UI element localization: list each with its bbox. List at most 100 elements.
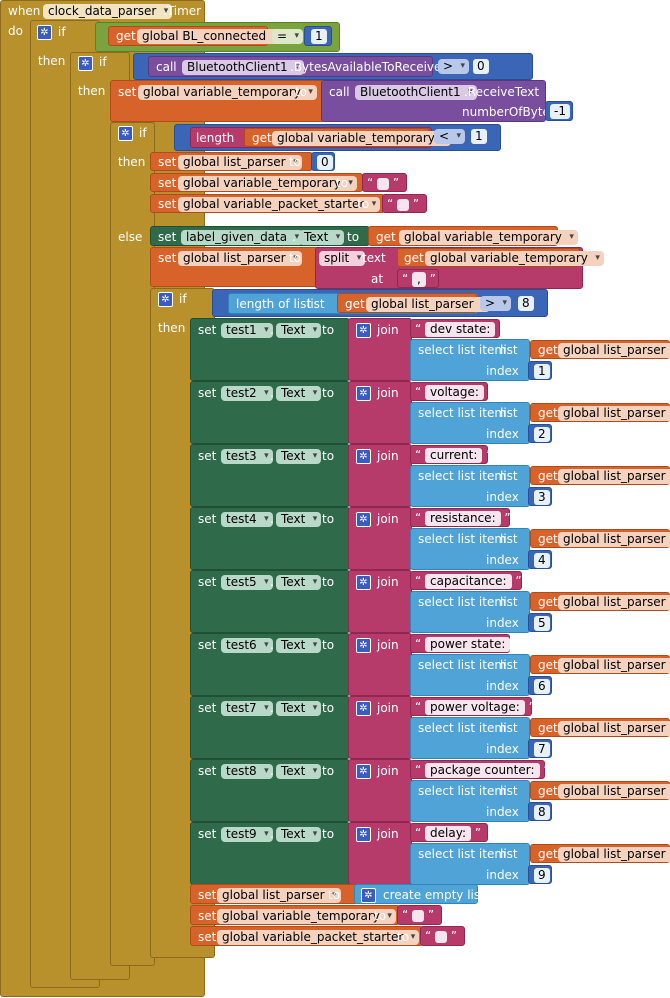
set-block-variable-temporary[interactable]: set global variable_temporary to: [150, 173, 363, 192]
get-block-list-parser[interactable]: get global list_parser: [530, 529, 670, 548]
join-block[interactable]: ✲ join: [348, 381, 412, 444]
label-text-value[interactable]: “ current: ”: [415, 448, 493, 463]
split-dropdown[interactable]: split: [319, 251, 366, 266]
select-list-item-block[interactable]: select list item list index: [410, 402, 530, 444]
text-block-test2[interactable]: “ voltage: ”: [410, 382, 494, 401]
mutator-gear-icon[interactable]: ✲: [356, 386, 371, 401]
index-number-block[interactable]: 1: [528, 361, 552, 380]
property-dropdown[interactable]: Text: [276, 701, 322, 716]
select-list-item-block[interactable]: select list item list index: [410, 654, 530, 696]
number-block[interactable]: -1: [545, 101, 573, 121]
mutator-gear-icon[interactable]: ✲: [158, 292, 173, 307]
property-dropdown[interactable]: Text: [276, 512, 322, 527]
label-text-value[interactable]: “ voltage: ”: [415, 385, 494, 400]
call-block-receive-text[interactable]: call BluetoothClient1 .ReceiveText numbe…: [321, 80, 556, 122]
variable-dropdown[interactable]: global variable_packet_starter: [217, 930, 420, 945]
index-number-block[interactable]: 7: [528, 739, 552, 758]
operator-dropdown[interactable]: >: [480, 296, 512, 311]
index-number-value[interactable]: 6: [534, 679, 550, 694]
index-number-value[interactable]: 4: [534, 553, 550, 568]
join-block[interactable]: ✲ join: [348, 633, 412, 696]
empty-text-value[interactable]: “ ”: [402, 908, 435, 922]
variable-dropdown[interactable]: global list_parser: [217, 888, 341, 903]
index-number-value[interactable]: 9: [534, 868, 550, 883]
variable-dropdown[interactable]: global list_parser: [558, 847, 670, 862]
operator-dropdown[interactable]: >: [438, 59, 470, 74]
mutator-gear-icon[interactable]: ✲: [356, 827, 371, 842]
set-block-list-parser[interactable]: set global list_parser to: [150, 152, 313, 171]
mutator-gear-icon[interactable]: ✲: [356, 512, 371, 527]
variable-dropdown[interactable]: global variable_temporary: [399, 230, 578, 245]
variable-dropdown[interactable]: global variable_temporary: [178, 176, 357, 191]
index-number-block[interactable]: 2: [528, 424, 552, 443]
number-value[interactable]: 1: [471, 129, 487, 144]
component-dropdown-test8[interactable]: test8: [221, 764, 273, 779]
set-block-list-parser-empty[interactable]: set global list_parser to: [190, 884, 358, 904]
set-block-test2[interactable]: set test2 . Text to: [190, 381, 350, 444]
label-text-value[interactable]: “ power voltage: ”: [415, 700, 535, 715]
label-text-value[interactable]: “ package counter: ”: [415, 763, 550, 778]
variable-dropdown[interactable]: global variable_temporary: [272, 131, 451, 146]
join-block[interactable]: ✲ join: [348, 822, 412, 885]
property-dropdown[interactable]: Text: [276, 575, 322, 590]
text-block-test4[interactable]: “ resistance: ”: [410, 508, 511, 527]
operator-dropdown[interactable]: <: [434, 129, 466, 144]
component-dropdown-test9[interactable]: test9: [221, 827, 273, 842]
component-dropdown-bluetooth[interactable]: BluetoothClient1: [355, 85, 477, 100]
set-block-list-parser-split[interactable]: set global list_parser to: [150, 247, 320, 287]
index-number-value[interactable]: 2: [534, 427, 550, 442]
component-dropdown-test7[interactable]: test7: [221, 701, 273, 716]
variable-dropdown[interactable]: global list_parser: [558, 721, 670, 736]
mutator-gear-icon[interactable]: ✲: [356, 701, 371, 716]
separator-text-value[interactable]: “ , ”: [402, 272, 436, 287]
create-empty-list-block[interactable]: ✲ create empty list: [354, 884, 485, 904]
set-block-test3[interactable]: set test3 . Text to: [190, 444, 350, 507]
number-value[interactable]: 0: [317, 155, 333, 170]
mutator-gear-icon[interactable]: ✲: [37, 25, 52, 40]
index-number-block[interactable]: 4: [528, 550, 552, 569]
variable-dropdown[interactable]: global list_parser: [178, 155, 302, 170]
property-dropdown[interactable]: Text: [276, 827, 322, 842]
mutator-gear-icon[interactable]: ✲: [356, 764, 371, 779]
variable-dropdown[interactable]: global list_parser: [558, 469, 670, 484]
set-block-variable-temporary[interactable]: set global variable_temporary to: [110, 80, 325, 122]
label-text-value[interactable]: “ capacitance: ”: [415, 574, 522, 589]
index-number-value[interactable]: 7: [534, 742, 550, 757]
text-block-test6[interactable]: “ power state: ”: [410, 634, 520, 653]
empty-text-value[interactable]: “ ”: [367, 176, 400, 190]
component-dropdown-test6[interactable]: test6: [221, 638, 273, 653]
get-block-list-parser[interactable]: get global list_parser: [530, 403, 670, 422]
call-block-bytes-available[interactable]: call BluetoothClient1 .BytesAvailableToR…: [148, 56, 441, 77]
get-block-list-parser[interactable]: get global list_parser: [530, 718, 670, 737]
text-block-test1[interactable]: “ dev state: ”: [410, 319, 505, 338]
set-block-variable-temporary[interactable]: set global variable_temporary to: [190, 905, 400, 925]
get-block-list-parser[interactable]: get global list_parser: [530, 592, 670, 611]
property-dropdown[interactable]: Text: [276, 386, 322, 401]
index-number-value[interactable]: 5: [534, 616, 550, 631]
component-dropdown-test4[interactable]: test4: [221, 512, 273, 527]
variable-dropdown[interactable]: global list_parser: [178, 251, 302, 266]
label-text-value[interactable]: “ dev state: ”: [415, 322, 506, 337]
number-value[interactable]: -1: [550, 104, 570, 119]
select-list-item-block[interactable]: select list item list index: [410, 717, 530, 759]
index-number-value[interactable]: 3: [534, 490, 550, 505]
if-else-block-length[interactable]: ✲ if then else: [110, 122, 155, 966]
empty-text-block[interactable]: “ ”: [382, 194, 427, 213]
get-block-variable-temporary[interactable]: get global variable_temporary: [368, 226, 578, 246]
select-list-item-block[interactable]: select list item list index: [410, 339, 530, 381]
set-block-test6[interactable]: set test6 . Text to: [190, 633, 350, 696]
mutator-gear-icon[interactable]: ✲: [356, 575, 371, 590]
variable-dropdown[interactable]: global list_parser: [558, 658, 670, 673]
set-block-packet-starter[interactable]: set global variable_packet_starter to: [190, 926, 423, 946]
get-block-list-parser[interactable]: get global list_parser: [530, 781, 670, 800]
set-block-test9[interactable]: set test9 . Text to: [190, 822, 350, 885]
variable-dropdown[interactable]: global variable_temporary: [425, 251, 604, 266]
set-block-test7[interactable]: set test7 . Text to: [190, 696, 350, 759]
index-number-block[interactable]: 5: [528, 613, 552, 632]
set-block-test5[interactable]: set test5 . Text to: [190, 570, 350, 633]
label-text-value[interactable]: “ resistance: ”: [415, 511, 511, 526]
variable-dropdown[interactable]: global variable_temporary: [217, 909, 396, 924]
select-list-item-block[interactable]: select list item list index: [410, 843, 530, 885]
label-text-value[interactable]: “ power state: ”: [415, 637, 521, 652]
operator-dropdown[interactable]: =: [272, 29, 304, 44]
